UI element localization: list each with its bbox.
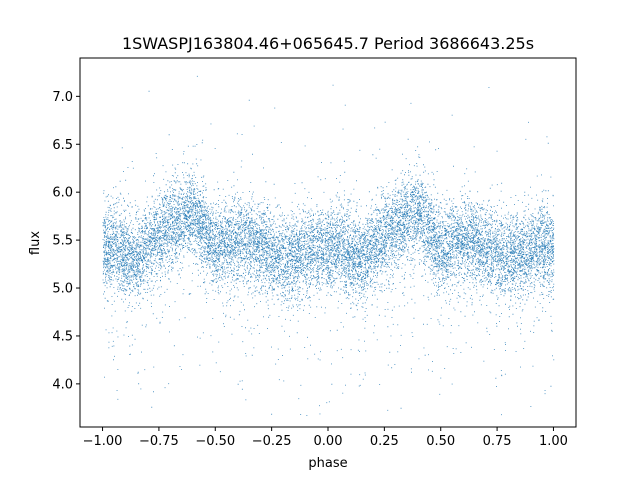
x-tick-label: −1.00 <box>83 434 123 449</box>
x-tick-label: 0.50 <box>426 434 455 449</box>
y-axis: 4.0 4.5 5.0 5.5 6.0 6.5 7.0 <box>52 90 80 392</box>
y-tick-label: 6.0 <box>52 186 73 201</box>
x-tick-label: 0.75 <box>483 434 512 449</box>
y-tick-label: 5.0 <box>52 282 73 297</box>
y-tick-label: 4.0 <box>52 377 73 392</box>
x-tick-label: 0.00 <box>314 434 343 449</box>
x-axis-label: phase <box>308 456 347 471</box>
y-tick-label: 4.5 <box>52 329 73 344</box>
x-axis: −1.00 −0.75 −0.50 −0.25 0.00 0.25 0.50 0.75 1.00 <box>83 427 568 449</box>
x-tick-label: 0.25 <box>370 434 399 449</box>
chart-title: 1SWASPJ163804.46+065645.7 Period 3686643… <box>122 34 534 53</box>
y-axis-label: flux <box>28 231 43 255</box>
x-tick-label: −0.75 <box>139 434 179 449</box>
y-tick-label: 5.5 <box>52 234 73 249</box>
x-tick-label: −0.25 <box>252 434 292 449</box>
x-tick-label: −0.50 <box>195 434 235 449</box>
x-tick-label: 1.00 <box>539 434 568 449</box>
y-tick-label: 7.0 <box>52 90 73 105</box>
y-tick-label: 6.5 <box>52 138 73 153</box>
